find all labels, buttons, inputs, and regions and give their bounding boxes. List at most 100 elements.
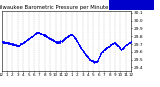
- Point: [104, 49, 106, 50]
- Point: [16, 45, 18, 46]
- Point: [14, 44, 16, 45]
- Point: [86, 55, 89, 57]
- Point: [114, 44, 117, 45]
- Point: [82, 50, 84, 52]
- Point: [49, 37, 51, 39]
- Point: [96, 60, 98, 62]
- Point: [60, 41, 63, 42]
- Point: [79, 46, 81, 48]
- Point: [71, 35, 74, 36]
- Point: [87, 57, 90, 58]
- Point: [80, 48, 83, 49]
- Point: [7, 42, 10, 44]
- Point: [20, 43, 22, 44]
- Point: [40, 33, 43, 34]
- Point: [71, 34, 74, 35]
- Point: [46, 36, 48, 37]
- Point: [34, 33, 36, 34]
- Point: [43, 34, 45, 35]
- Point: [96, 60, 99, 61]
- Point: [86, 56, 89, 58]
- Point: [60, 40, 62, 42]
- Point: [7, 43, 10, 45]
- Point: [68, 34, 71, 36]
- Point: [83, 52, 86, 53]
- Point: [64, 37, 67, 38]
- Point: [87, 57, 90, 58]
- Point: [30, 36, 32, 37]
- Point: [81, 48, 83, 50]
- Point: [127, 43, 129, 44]
- Point: [21, 43, 23, 44]
- Point: [111, 43, 114, 44]
- Point: [3, 41, 5, 43]
- Point: [6, 41, 8, 43]
- Point: [110, 44, 112, 46]
- Point: [55, 42, 57, 43]
- Point: [38, 32, 41, 34]
- Point: [32, 35, 34, 36]
- Point: [74, 38, 77, 39]
- Point: [107, 47, 109, 48]
- Point: [109, 45, 112, 46]
- Point: [126, 44, 128, 45]
- Point: [77, 44, 80, 45]
- Point: [23, 41, 26, 42]
- Point: [123, 45, 126, 47]
- Point: [82, 50, 85, 51]
- Point: [70, 34, 73, 35]
- Point: [12, 44, 15, 45]
- Point: [73, 36, 75, 38]
- Point: [40, 33, 42, 35]
- Point: [63, 38, 65, 40]
- Point: [47, 37, 50, 39]
- Point: [50, 38, 53, 40]
- Point: [112, 43, 114, 44]
- Point: [76, 41, 79, 43]
- Point: [115, 43, 118, 44]
- Point: [68, 35, 70, 36]
- Point: [35, 32, 38, 33]
- Point: [78, 45, 81, 46]
- Point: [102, 51, 104, 52]
- Point: [17, 44, 20, 45]
- Point: [89, 59, 91, 60]
- Point: [124, 45, 127, 46]
- Point: [24, 42, 26, 43]
- Point: [125, 44, 128, 46]
- Point: [77, 43, 79, 44]
- Point: [45, 35, 48, 37]
- Point: [42, 34, 45, 36]
- Point: [30, 36, 33, 37]
- Point: [62, 39, 65, 40]
- Point: [1, 41, 4, 42]
- Point: [94, 62, 96, 63]
- Point: [109, 45, 111, 46]
- Point: [98, 56, 100, 57]
- Point: [51, 40, 54, 41]
- Point: [122, 46, 125, 47]
- Point: [20, 43, 22, 45]
- Point: [97, 59, 99, 60]
- Point: [120, 48, 123, 50]
- Point: [6, 42, 8, 43]
- Point: [21, 42, 24, 44]
- Point: [49, 38, 51, 39]
- Point: [109, 44, 112, 45]
- Point: [116, 44, 118, 45]
- Point: [59, 40, 62, 42]
- Point: [41, 34, 44, 35]
- Point: [67, 35, 70, 37]
- Point: [29, 37, 32, 38]
- Point: [59, 40, 61, 41]
- Point: [54, 41, 57, 43]
- Point: [104, 47, 107, 49]
- Point: [28, 38, 30, 39]
- Point: [90, 60, 93, 61]
- Point: [128, 42, 131, 44]
- Point: [16, 45, 18, 46]
- Point: [88, 58, 90, 59]
- Point: [62, 39, 65, 40]
- Point: [76, 41, 78, 42]
- Point: [123, 46, 125, 47]
